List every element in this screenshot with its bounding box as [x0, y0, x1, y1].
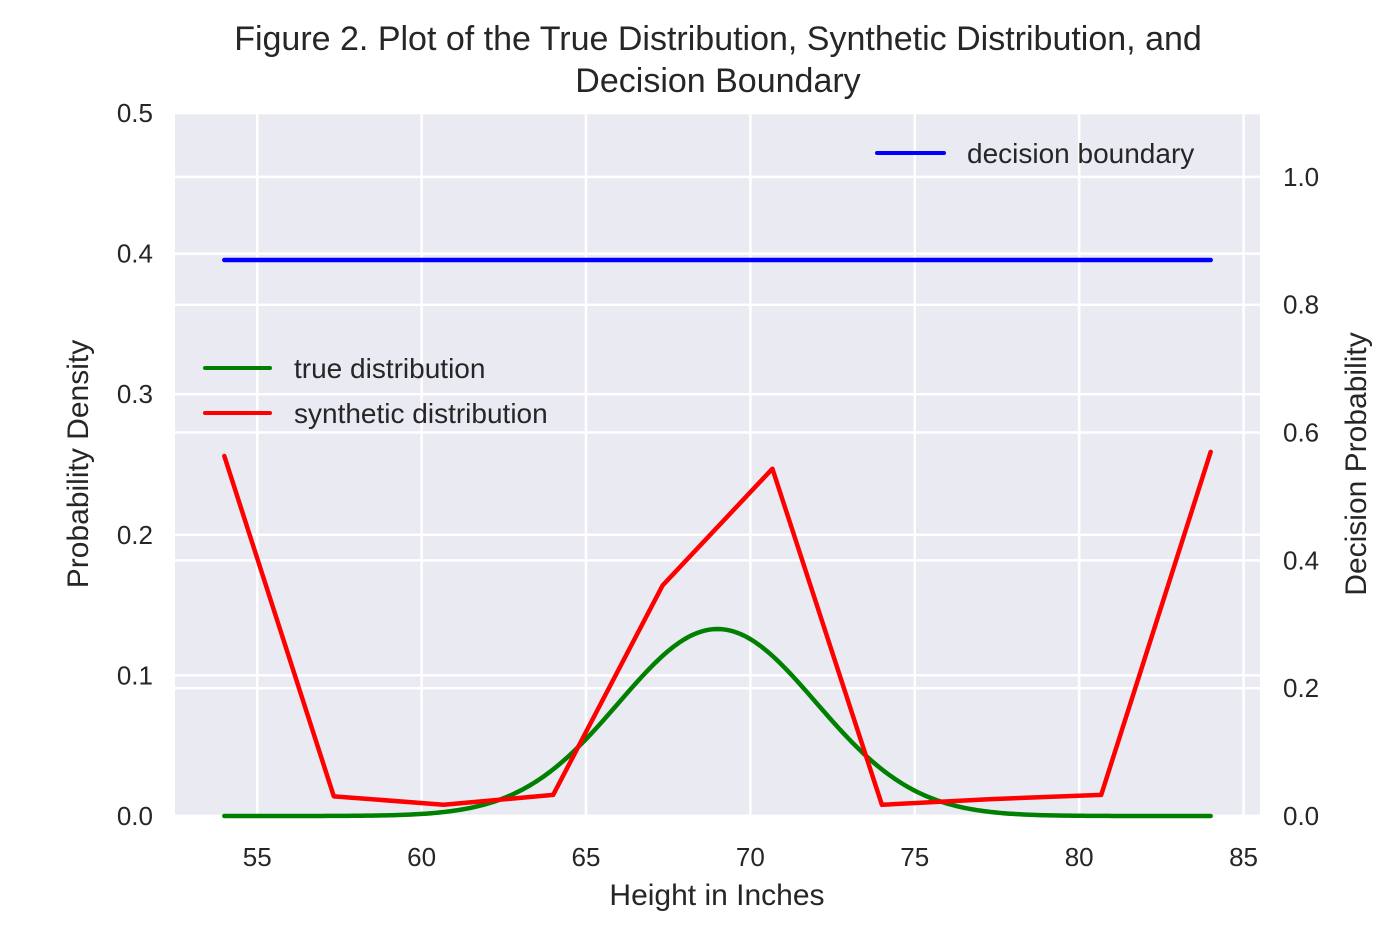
series-line-synthetic-distribution [222, 449, 1213, 807]
y-tick-label-0-3: 0.3 [117, 379, 153, 409]
y-axis-label: Probability Density [62, 340, 95, 588]
y2-tick-label-1-0: 1.0 [1283, 162, 1319, 192]
y2-tick-label-0-4: 0.4 [1283, 545, 1319, 575]
legend-label-decision-boundary: decision boundary [967, 138, 1194, 169]
plot-area [175, 113, 1260, 816]
y2-tick-label-0-6: 0.6 [1283, 418, 1319, 448]
x-tick-label-60: 60 [407, 842, 436, 872]
x-tick-label-55: 55 [243, 842, 272, 872]
x-tick-label-75: 75 [900, 842, 929, 872]
x-tick-label-65: 65 [572, 842, 601, 872]
legend-label-true-distribution: true distribution [294, 353, 485, 384]
series-line-true-distribution [222, 626, 1213, 819]
legend-distributions: true distribution synthetic distribution [203, 353, 548, 429]
y2-tick-label-0-2: 0.2 [1283, 673, 1319, 703]
legend-label-synthetic-distribution: synthetic distribution [294, 398, 548, 429]
tick-labels: 55 60 65 70 75 80 85 0.0 0.1 0.2 0.3 0.4 0.5 0.0 0.2 0.… [117, 98, 1319, 872]
y-tick-label-0-5: 0.5 [117, 98, 153, 128]
y2-tick-label-0-0: 0.0 [1283, 801, 1319, 831]
series-layer [222, 257, 1213, 819]
y-tick-label-0-4: 0.4 [117, 239, 153, 269]
y-tick-label-0-0: 0.0 [117, 801, 153, 831]
x-tick-label-80: 80 [1065, 842, 1094, 872]
x-axis-label: Height in Inches [609, 879, 824, 912]
y2-tick-label-0-8: 0.8 [1283, 290, 1319, 320]
x-tick-label-70: 70 [736, 842, 765, 872]
legend-decision: decision boundary [875, 138, 1194, 169]
y-tick-label-0-1: 0.1 [117, 660, 153, 690]
chart-title-line-2: Decision Boundary [575, 62, 860, 100]
x-tick-label-85: 85 [1229, 842, 1258, 872]
y-tick-label-0-2: 0.2 [117, 520, 153, 550]
chart-title-line-1: Figure 2. Plot of the True Distribution,… [234, 20, 1202, 58]
y2-axis-label: Decision Probability [1340, 332, 1373, 595]
